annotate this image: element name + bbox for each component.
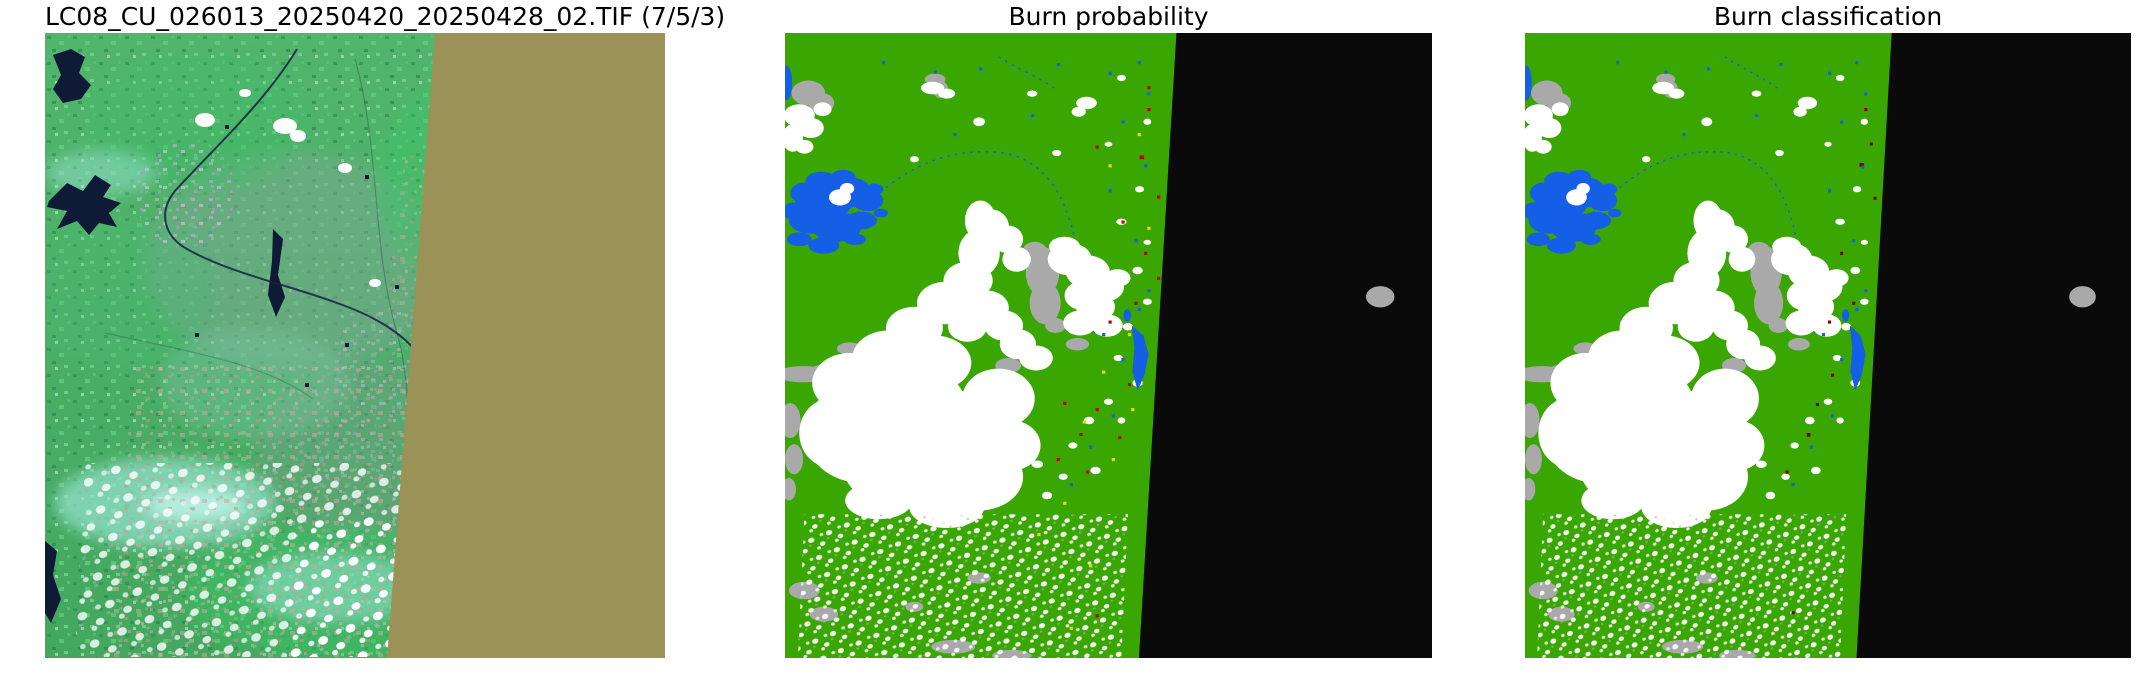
burn-probability-specks <box>1037 86 1161 630</box>
panel-title: LC08_CU_026013_20250420_20250428_02.TIF … <box>45 2 726 31</box>
panel-satellite: LC08_CU_026013_20250420_20250428_02.TIF … <box>45 0 726 658</box>
burn-classification-specks <box>1785 108 1877 615</box>
nodata-wedge-khaki <box>387 33 665 658</box>
water-bodies <box>45 49 399 623</box>
satellite-image <box>45 33 665 658</box>
panel-title: Burn classification <box>1713 2 1943 31</box>
burn-probability-map <box>785 33 1432 658</box>
panel-burn-classification: Burn classification <box>1525 0 2131 658</box>
burn-classification-map <box>1525 33 2131 658</box>
panel-title: Burn probability <box>1008 2 1209 31</box>
panel-burn-probability: Burn probability <box>785 0 1432 658</box>
